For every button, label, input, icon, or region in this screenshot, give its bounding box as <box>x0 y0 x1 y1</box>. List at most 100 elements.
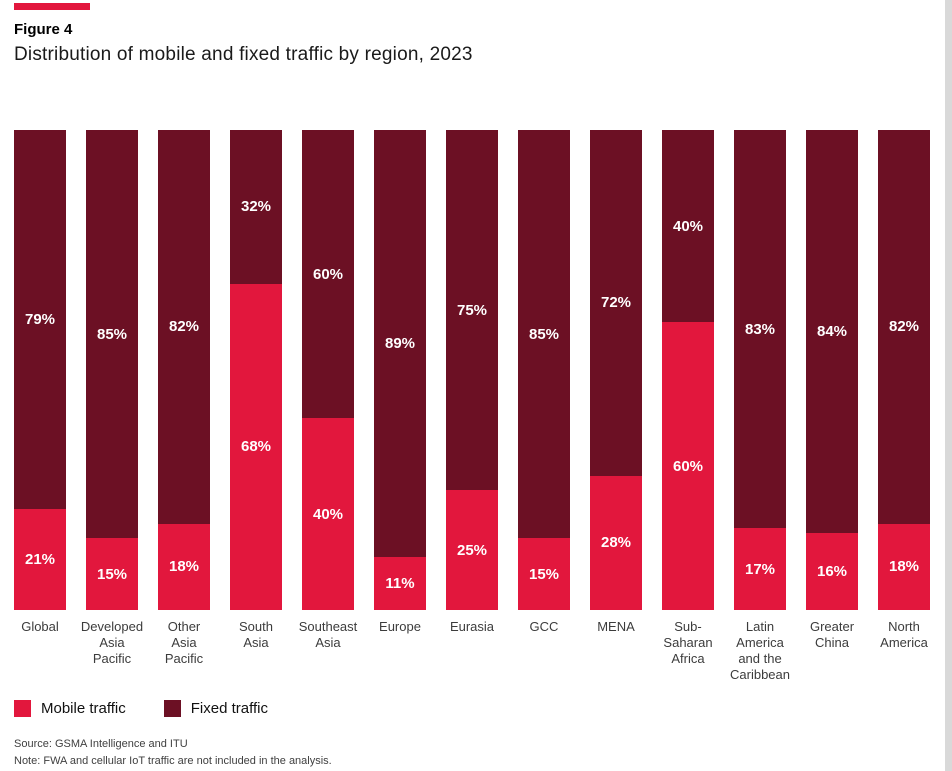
page-edge-strip <box>945 0 952 771</box>
category-label-line: Asia <box>315 635 341 650</box>
legend-label: Fixed traffic <box>190 700 269 717</box>
fixed-traffic-segment: 83% <box>734 130 786 529</box>
accent-bar <box>14 3 90 10</box>
category-label: Greater China <box>786 619 878 651</box>
fixed-value-label: 89% <box>384 335 416 353</box>
fixed-traffic-segment: 40% <box>662 130 714 322</box>
analysis-note: Note: FWA and cellular IoT traffic are n… <box>14 755 332 767</box>
category-label-line: Latin <box>745 619 775 634</box>
bar-column: 83% 17% Latin America and the Caribbean <box>730 130 790 683</box>
category-label-line: Asia <box>243 635 269 650</box>
bar-stack: 83% 17% <box>734 130 786 610</box>
fixed-traffic-segment: 84% <box>806 130 858 534</box>
legend-item: Mobile traffic <box>14 700 126 717</box>
bar-stack: 89% 11% <box>374 130 426 610</box>
category-label-line: Southeast <box>298 619 358 634</box>
mobile-value-label: 11% <box>385 575 415 593</box>
fixed-traffic-segment: 32% <box>230 130 282 284</box>
bar-column: 85% 15% GCC <box>518 130 570 635</box>
bar-stack: 82% 18% <box>158 130 210 610</box>
category-label-line: South <box>239 619 273 634</box>
bar-column: 82% 18% North America <box>878 130 930 651</box>
category-label: GCC <box>498 619 590 635</box>
fixed-value-label: 84% <box>816 323 848 341</box>
mobile-value-label: 28% <box>600 534 632 552</box>
category-label-line: Caribbean <box>730 667 790 682</box>
category-label-line: Other <box>167 619 201 634</box>
fixed-value-label: 60% <box>312 265 344 283</box>
category-label-line: China <box>815 635 849 650</box>
bar-column: 89% 11% Europe <box>374 130 426 635</box>
legend-item: Fixed traffic <box>163 700 269 717</box>
bar-stack: 40% 60% <box>662 130 714 610</box>
category-label-line: Pacific <box>92 651 132 666</box>
bar-stack: 85% 15% <box>518 130 570 610</box>
fixed-traffic-segment: 89% <box>374 130 426 558</box>
bar-stack: 85% 15% <box>86 130 138 610</box>
category-label: Eurasia <box>426 619 518 635</box>
mobile-traffic-segment: 16% <box>806 533 858 610</box>
category-label-line: America <box>880 635 928 650</box>
legend-label: Mobile traffic <box>41 700 126 717</box>
category-label: South Asia <box>210 619 302 651</box>
fixed-traffic-segment: 82% <box>158 130 210 524</box>
category-label-line: GCC <box>529 619 559 634</box>
mobile-value-label: 60% <box>672 457 704 475</box>
category-label: Global <box>0 619 86 635</box>
mobile-value-label: 40% <box>312 505 344 523</box>
mobile-traffic-segment: 25% <box>446 490 498 610</box>
fixed-value-label: 75% <box>456 301 488 319</box>
mobile-traffic-segment: 21% <box>14 509 66 610</box>
bar-stack: 32% 68% <box>230 130 282 610</box>
category-label-line: MENA <box>597 619 635 634</box>
bar-column: 32% 68% South Asia <box>230 130 282 651</box>
category-label-line: Pacific <box>164 651 204 666</box>
fixed-value-label: 72% <box>600 294 632 312</box>
figure-label: Figure 4 <box>14 21 73 38</box>
mobile-traffic-segment: 40% <box>302 418 354 610</box>
bar-column: 72% 28% MENA <box>590 130 642 635</box>
mobile-value-label: 17% <box>744 560 776 578</box>
fixed-traffic-segment: 85% <box>86 130 138 538</box>
category-label-line: Developed <box>80 619 144 634</box>
bar-stack: 75% 25% <box>446 130 498 610</box>
fixed-traffic-segment: 79% <box>14 130 66 510</box>
mobile-traffic-segment: 17% <box>734 528 786 610</box>
category-label-line: Saharan <box>663 635 713 650</box>
legend-swatch <box>163 700 181 717</box>
bar-column: 84% 16% Greater China <box>806 130 858 651</box>
mobile-traffic-segment: 28% <box>590 475 642 610</box>
fixed-value-label: 79% <box>24 311 56 329</box>
fixed-value-label: 82% <box>168 318 200 336</box>
fixed-value-label: 83% <box>744 320 776 338</box>
bar-stack: 60% 40% <box>302 130 354 610</box>
mobile-value-label: 18% <box>888 558 920 576</box>
mobile-traffic-segment: 15% <box>86 538 138 610</box>
bar-stack: 82% 18% <box>878 130 930 610</box>
category-label-line: Sub- <box>674 619 702 634</box>
category-label: Other Asia Pacific <box>138 619 230 667</box>
bar-column: 79% 21% Global <box>14 130 66 635</box>
category-label-line: Asia <box>171 635 197 650</box>
mobile-value-label: 15% <box>528 565 560 583</box>
category-label-line: Global <box>21 619 59 634</box>
mobile-value-label: 16% <box>816 563 848 581</box>
mobile-value-label: 15% <box>96 565 128 583</box>
bar-column: 85% 15% Developed Asia Pacific <box>81 130 143 667</box>
category-label-line: America <box>736 635 784 650</box>
fixed-value-label: 40% <box>672 217 704 235</box>
fixed-traffic-segment: 82% <box>878 130 930 524</box>
mobile-traffic-segment: 15% <box>518 538 570 610</box>
mobile-traffic-segment: 60% <box>662 322 714 610</box>
category-label-line: North <box>888 619 920 634</box>
fixed-value-label: 82% <box>888 318 920 336</box>
mobile-value-label: 18% <box>168 558 200 576</box>
category-label-line: Asia <box>99 635 125 650</box>
category-label: North America <box>858 619 950 651</box>
category-label-line: Africa <box>671 651 705 666</box>
bar-stack: 79% 21% <box>14 130 66 610</box>
category-label-line: Europe <box>379 619 421 634</box>
mobile-traffic-segment: 18% <box>878 523 930 610</box>
category-label-line: and the <box>738 651 782 666</box>
category-label: MENA <box>570 619 662 635</box>
